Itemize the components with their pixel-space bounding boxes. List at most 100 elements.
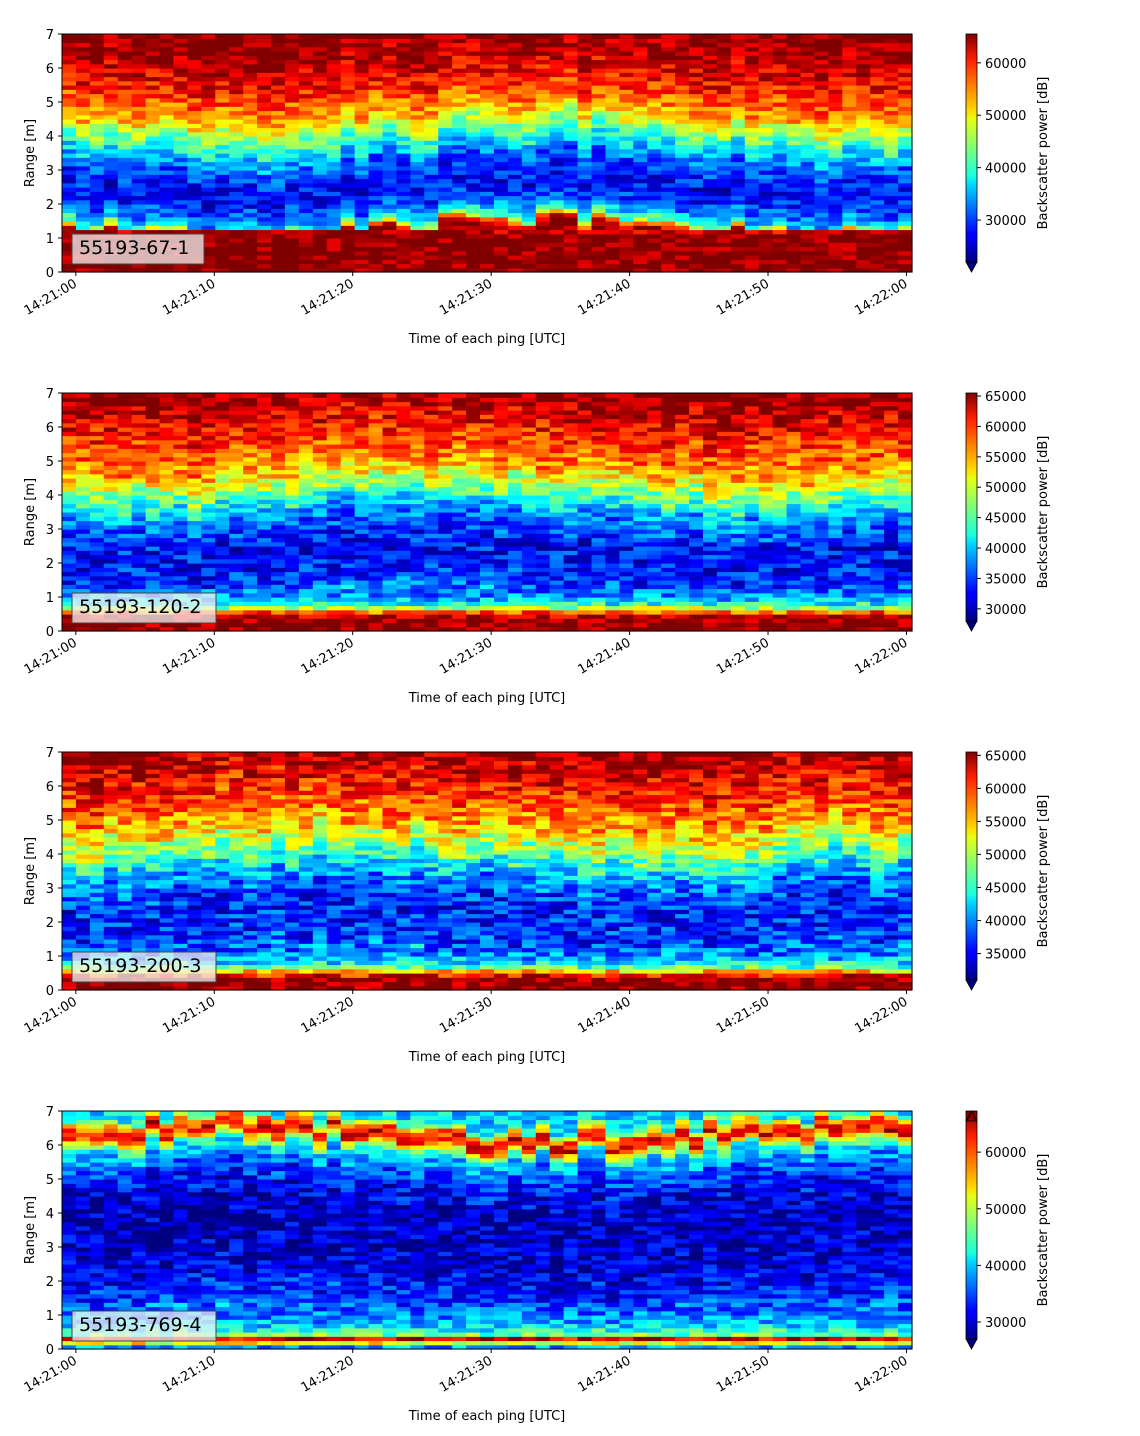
heatmap-cell [800,110,816,116]
heatmap-cell [284,72,300,78]
heatmap-cell [298,233,314,239]
heatmap-cell [243,490,258,496]
heatmap-cell [800,178,816,184]
heatmap-cell [772,38,788,44]
heatmap-cell [62,127,77,133]
heatmap-cell [619,89,634,95]
heatmap-cell [75,170,91,175]
heatmap-cell [243,76,258,82]
heatmap-cell [298,242,314,248]
heatmap-cell [633,178,648,184]
heatmap-cell [675,195,690,201]
heatmap-cell [257,546,272,551]
heatmap-cell [424,267,439,273]
heatmap-cell [75,136,91,141]
heatmap-cell [340,233,356,239]
heatmap-cell [201,242,216,248]
heatmap-cell [326,575,342,581]
heatmap-cell [229,537,244,543]
heatmap-cell [591,195,607,201]
heatmap-cell [856,102,871,107]
heatmap-cell [410,503,425,509]
heatmap-cell [563,51,579,56]
heatmap-cell [271,255,286,260]
heatmap-cell [535,72,551,78]
heatmap-cell [870,114,885,120]
heatmap-cell [507,148,523,154]
heatmap-cell [340,529,356,534]
heatmap-cell [159,444,175,449]
heatmap-cell [535,55,551,61]
heatmap-cell [870,76,885,82]
heatmap-cell [884,157,899,163]
heatmap-cell [173,170,189,175]
heatmap-cell [312,431,328,437]
heatmap-cell [187,503,202,509]
heatmap-cell [675,102,690,107]
heatmap-cell [856,199,871,205]
heatmap-cell [187,170,202,175]
heatmap-cell [62,580,77,585]
heatmap-cell [842,63,857,69]
colorbar-tick-label: 30000 [985,214,1026,229]
heatmap-cell [173,575,189,581]
heatmap-cell [173,452,189,458]
heatmap-cell [828,42,843,48]
heatmap-cell [382,191,398,197]
heatmap-cell [271,427,286,432]
heatmap-cell [424,136,439,141]
heatmap-cell [870,178,885,184]
heatmap-cell [62,68,77,73]
heatmap-cell [884,267,899,273]
heatmap-cell [702,46,718,52]
heatmap-cell [661,174,676,180]
heatmap-cell [842,59,857,65]
heatmap-cell [675,76,690,82]
heatmap-cell [507,72,523,78]
heatmap-cell [243,59,258,65]
heatmap-cell [591,204,607,209]
heatmap-cell [312,490,328,496]
heatmap-cell [689,170,704,175]
heatmap-cell [507,187,523,192]
heatmap-cell [62,435,77,441]
heatmap-cell [257,34,272,39]
heatmap-cell [870,187,885,192]
heatmap-cell [173,216,189,222]
heatmap-cell [396,136,411,141]
heatmap-cell [716,233,732,239]
heatmap-cell [117,435,133,441]
heatmap-cell [535,187,551,192]
heatmap-cell [549,212,565,218]
heatmap-cell [340,204,356,209]
heatmap-cell [354,537,370,543]
heatmap-cell [563,153,579,158]
heatmap-cell [521,140,537,146]
heatmap-cell [800,259,816,265]
heatmap-cell [215,546,230,551]
heatmap-cell [396,473,411,479]
heatmap-cell [452,89,467,95]
heatmap-cell [898,85,913,90]
heatmap-cell [410,524,425,530]
heatmap-cell [410,46,425,52]
heatmap-cell [257,127,272,133]
heatmap-cell [326,140,342,146]
heatmap-cell [215,448,230,454]
heatmap-cell [410,597,425,602]
heatmap-cell [75,153,91,158]
heatmap-cell [173,546,189,551]
heatmap-cell [215,63,230,69]
heatmap-cell [396,427,411,432]
heatmap-cell [215,435,230,441]
heatmap-cell [257,144,272,150]
heatmap-cell [159,59,175,65]
heatmap-cell [354,444,370,449]
heatmap-cell [577,157,593,163]
heatmap-cell [619,225,634,231]
heatmap-cell [424,51,439,56]
heatmap-cell [396,250,411,256]
heatmap-cell [396,51,411,56]
heatmap-cell [438,571,453,577]
heatmap-cell [312,524,328,530]
